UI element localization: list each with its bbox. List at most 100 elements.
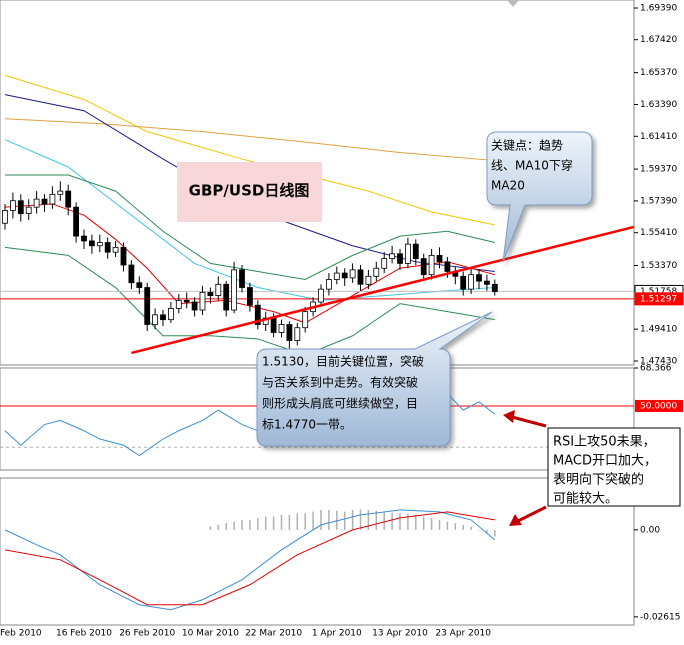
indicator-line [4, 246, 495, 356]
candle-body [294, 327, 301, 341]
candle-body [9, 200, 16, 211]
candle-body [152, 314, 159, 325]
candle-body [65, 190, 72, 208]
x-tick-label: 10 Mar 2010 [182, 629, 239, 639]
candle-body [81, 235, 87, 242]
callout-level-text: 1.5130，目前关键位置，突破与否关系到中走势。有效突破则形成头肩底可继续做空… [262, 354, 424, 432]
y-tick-label: 68.366 [640, 364, 672, 374]
histogram-bar [407, 513, 409, 530]
histogram-bar [415, 514, 417, 530]
candle-body [112, 246, 119, 253]
note-line: MACD开口加大， [553, 454, 657, 469]
price-label-box [634, 292, 684, 306]
y-tick-label: 1.57390 [640, 196, 677, 206]
candle-body [191, 301, 198, 311]
candle-body [476, 274, 482, 282]
candle-body [136, 282, 143, 288]
rsi-note-box [547, 427, 681, 507]
candle-body [25, 206, 32, 214]
histogram-bar [494, 529, 496, 537]
histogram-bar [359, 509, 362, 530]
histogram-bar [399, 513, 401, 530]
rsi-note [503, 410, 681, 526]
candle-body [389, 253, 396, 260]
x-tick-label: 26 Feb 2010 [119, 629, 175, 639]
callout-key-point [486, 131, 593, 263]
candle-body [215, 283, 222, 296]
y-tick-label: 1.61410 [640, 132, 677, 142]
candle-body [491, 283, 498, 292]
arrow-head [509, 514, 522, 526]
callout-line: 则形成头肩底可继续做空，目 [262, 396, 418, 411]
candle-body [333, 272, 340, 280]
candle-body [404, 243, 411, 264]
histogram-bar [209, 526, 212, 530]
histogram-bar [241, 519, 243, 530]
candle-body [270, 317, 277, 333]
candle-body [96, 242, 103, 247]
histogram-bar [438, 519, 441, 530]
candle-body [2, 209, 8, 224]
x-tick-label: 1 Apr 2010 [312, 629, 362, 639]
histogram-bar [343, 511, 346, 530]
note-line: 可能较大。 [553, 492, 618, 507]
y-tick-label: 1.69390 [640, 4, 677, 14]
histogram-bar [391, 512, 393, 530]
price-label: 1.51758 [640, 287, 677, 297]
histogram-bar [328, 509, 330, 530]
candle-body [357, 269, 364, 285]
candle-body [460, 275, 467, 290]
candle-body [160, 314, 166, 321]
y-tick-label: 1.63390 [640, 100, 677, 110]
histogram-bar [304, 513, 306, 530]
callout-line: 线、MA10下穿 [491, 158, 573, 173]
callout-key-point-text: 关键点：趋势线、MA10下穿 MA20 [491, 139, 573, 193]
candle-body [302, 311, 309, 329]
candle-body [73, 206, 79, 237]
histogram-bar [446, 521, 449, 530]
candle-body [144, 287, 151, 325]
candle-body [349, 269, 356, 279]
histogram-bar [288, 514, 291, 530]
candle-body [436, 254, 443, 263]
x-tick-label: 23 Apr 2010 [435, 629, 491, 639]
y-tick-label: 1.47430 [640, 356, 677, 366]
candle-body [89, 240, 95, 247]
histogram-bar [351, 509, 354, 530]
callout-level [256, 311, 493, 447]
candle-body [246, 287, 253, 306]
candle-body [167, 308, 174, 321]
y-tick-label: 1.65370 [640, 68, 677, 78]
candle-body [207, 291, 214, 296]
callout-bubble [256, 311, 493, 447]
candle-body [420, 258, 427, 276]
callout-line: 关键点：趋势 [491, 139, 563, 153]
candle-body [57, 190, 64, 195]
histogram-bar [296, 513, 299, 530]
histogram-bar [272, 516, 275, 530]
title-background [177, 162, 322, 222]
candle-body [120, 246, 127, 266]
note-line: RSI上攻50未果， [553, 435, 656, 450]
candle-body [223, 283, 230, 311]
y-tick-label: 1.49410 [640, 325, 677, 335]
candle-body [49, 193, 56, 205]
note-line: 表明向下突破的 [553, 472, 644, 488]
callout-line: 与否关系到中走势。有效突破 [262, 375, 418, 390]
candle-body [175, 299, 182, 309]
level-label: 50.0000 [640, 401, 677, 411]
y-tick-label: 1.67420 [640, 35, 677, 45]
candle-body [41, 198, 48, 205]
y-tick-label: 1.59370 [640, 165, 677, 175]
x-tick-label: 22 Mar 2010 [245, 629, 302, 639]
indicator-line [4, 139, 495, 301]
plot: 1.69390 1.67420 1.65370 1.63390 1.61410 1.593… [0, 4, 684, 639]
histogram-bar [249, 519, 251, 530]
histogram-bar [422, 516, 425, 530]
candle-body [278, 324, 285, 333]
histogram-bar [257, 518, 259, 530]
histogram-bar [470, 526, 472, 530]
price-label: 1.51297 [640, 294, 677, 304]
histogram-bar [375, 510, 378, 530]
